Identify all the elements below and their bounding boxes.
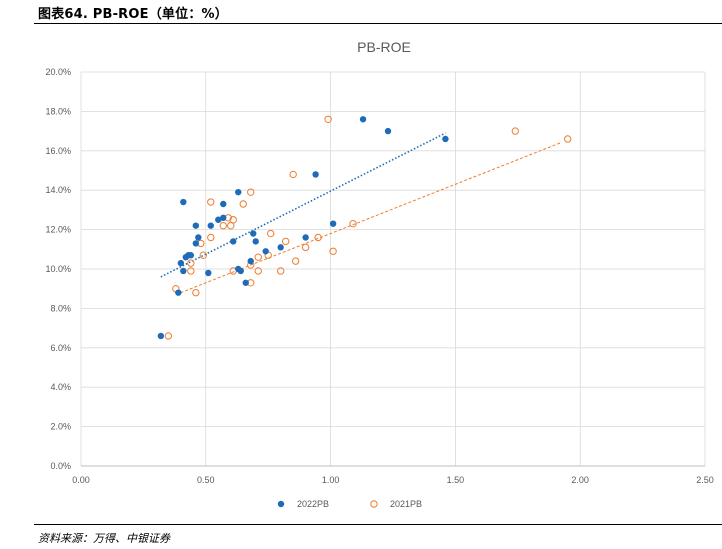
point-2022pb [237, 267, 244, 275]
point-2021pb [281, 237, 290, 246]
y-tick-label: 18.0% [45, 106, 71, 116]
point-2022pb [242, 279, 249, 286]
x-tick-label: 1.50 [447, 475, 465, 485]
y-tick-label: 12.0% [45, 225, 71, 235]
data-points [157, 115, 572, 340]
legend: 2022PB 2021PB [277, 499, 422, 509]
point-2021pb [254, 253, 262, 261]
legend-marker-2022pb [277, 500, 285, 508]
point-2022pb [442, 135, 449, 143]
point-2021pb [164, 332, 173, 340]
trendline-2021pb [175, 142, 561, 296]
axes: 0.0% 2.0% 4.0% 6.0% 8.0% 10.0% 12.0% 14.0% 16.0%… [45, 67, 713, 485]
grid-lines [80, 71, 706, 467]
point-2022pb [157, 332, 165, 340]
point-2022pb [215, 216, 222, 223]
trendline-2022pb [160, 132, 446, 278]
point-2022pb [220, 214, 227, 221]
y-tick-label: 6.0% [50, 343, 71, 353]
point-2021pb [239, 200, 247, 208]
point-2022pb [312, 171, 319, 178]
point-2021pb [289, 170, 297, 179]
y-tick-label: 20.0% [45, 67, 71, 77]
point-2022pb [302, 234, 309, 241]
point-2022pb [359, 116, 367, 123]
x-tick-label: 0.00 [72, 475, 90, 485]
x-tick-label: 2.50 [696, 475, 714, 485]
point-2021pb [301, 243, 310, 252]
point-2022pb [277, 244, 284, 251]
legend-marker-2021pb [370, 500, 378, 508]
point-2021pb [187, 267, 195, 275]
figure-title: 图表64. PB-ROE（单位：%） [38, 7, 228, 22]
legend-label-2022pb: 2022PB [297, 499, 329, 509]
point-2022pb [262, 248, 269, 255]
point-2021pb [192, 288, 200, 297]
y-tick-label: 8.0% [50, 303, 71, 313]
point-2022pb [192, 240, 200, 247]
point-2021pb [187, 259, 195, 267]
source-note: 资料来源：万得、中银证券 [38, 532, 170, 545]
point-2021pb [276, 267, 285, 275]
point-2022pb [180, 198, 187, 206]
point-2021pb [314, 233, 322, 242]
point-2022pb [175, 289, 182, 296]
x-tick-label: 1.00 [322, 475, 340, 485]
point-2021pb [291, 257, 300, 265]
point-2022pb [187, 252, 195, 259]
point-2022pb [250, 230, 257, 237]
point-2022pb [230, 238, 237, 245]
trendlines [160, 132, 561, 296]
point-2021pb [219, 221, 227, 230]
point-2021pb [564, 135, 572, 143]
point-2021pb [207, 233, 215, 242]
legend-label-2021pb: 2021PB [390, 499, 422, 509]
point-2022pb [205, 269, 212, 277]
point-2021pb [266, 229, 275, 238]
point-2021pb [199, 251, 208, 259]
x-tick-label: 0.50 [197, 475, 215, 485]
point-2021pb [511, 127, 520, 135]
point-2022pb [235, 188, 242, 196]
point-2021pb [324, 115, 332, 123]
y-tick-label: 4.0% [50, 382, 71, 392]
point-2022pb [220, 200, 227, 208]
point-2022pb [177, 259, 185, 267]
y-tick-label: 10.0% [45, 264, 71, 274]
point-2021pb [229, 216, 237, 224]
y-tick-label: 16.0% [45, 146, 71, 156]
y-tick-label: 14.0% [45, 185, 71, 195]
point-2021pb [207, 198, 215, 206]
bottom-rule [34, 524, 722, 525]
point-2022pb [207, 222, 214, 229]
point-2022pb [247, 257, 254, 265]
x-tick-label: 2.00 [571, 475, 589, 485]
point-2022pb [384, 127, 392, 135]
chart-title: PB-ROE [357, 39, 411, 55]
point-2021pb [247, 188, 255, 196]
point-2022pb [180, 267, 187, 275]
point-2022pb [192, 222, 200, 229]
point-2022pb [329, 220, 337, 227]
point-2022pb [195, 234, 202, 241]
point-2021pb [329, 247, 337, 255]
y-tick-label: 2.0% [50, 422, 71, 432]
top-rule [34, 23, 722, 24]
y-tick-label: 0.0% [50, 461, 71, 471]
point-2022pb [252, 238, 259, 245]
point-2021pb [349, 219, 357, 228]
point-2021pb [254, 267, 262, 275]
